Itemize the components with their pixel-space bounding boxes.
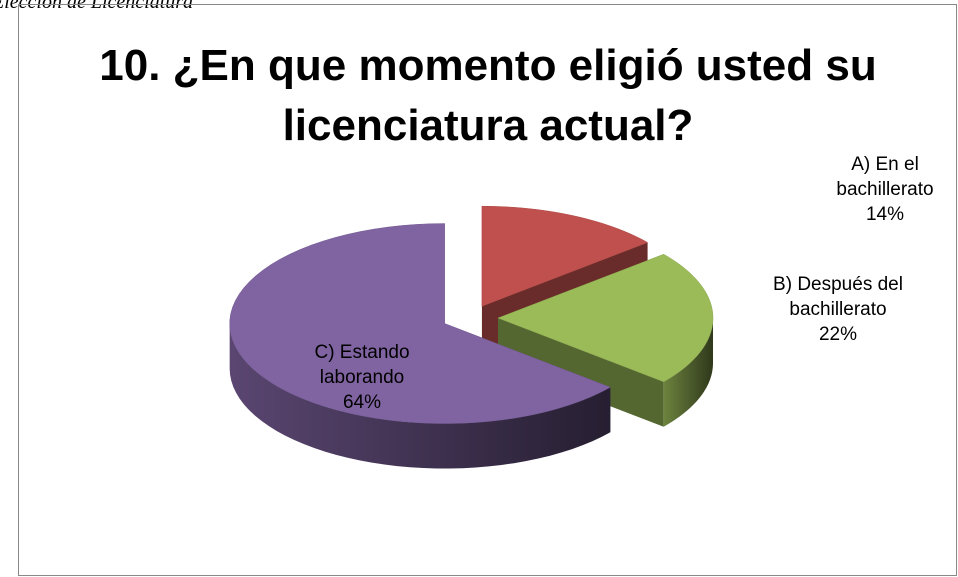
- data-label: A) En el bachillerato 14%: [800, 152, 958, 227]
- label-category: A) En el bachillerato: [836, 154, 934, 200]
- chart-frame: [18, 4, 957, 576]
- label-value: 64%: [342, 392, 382, 413]
- slice-top: [497, 253, 714, 383]
- pie-slice: [497, 253, 714, 427]
- data-label: C) Estando laborando 64%: [282, 340, 442, 415]
- data-label: B) Después del bachillerato 22%: [748, 272, 928, 347]
- label-value: 22%: [818, 324, 858, 345]
- pie-slice: [229, 223, 611, 469]
- slice-top: [481, 205, 649, 307]
- slice-side: [229, 323, 611, 469]
- slice-wall: [498, 318, 664, 427]
- slice-side: [663, 318, 713, 427]
- slice-top: [229, 223, 611, 424]
- chart-title: 10. ¿En que momento eligió usted su lice…: [99, 41, 877, 150]
- caption: Elección de Licenciatura: [0, 0, 194, 13]
- label-category: C) Estando laborando: [314, 342, 410, 388]
- label-category: B) Después del bachillerato: [773, 274, 903, 320]
- label-value: 14%: [865, 204, 905, 225]
